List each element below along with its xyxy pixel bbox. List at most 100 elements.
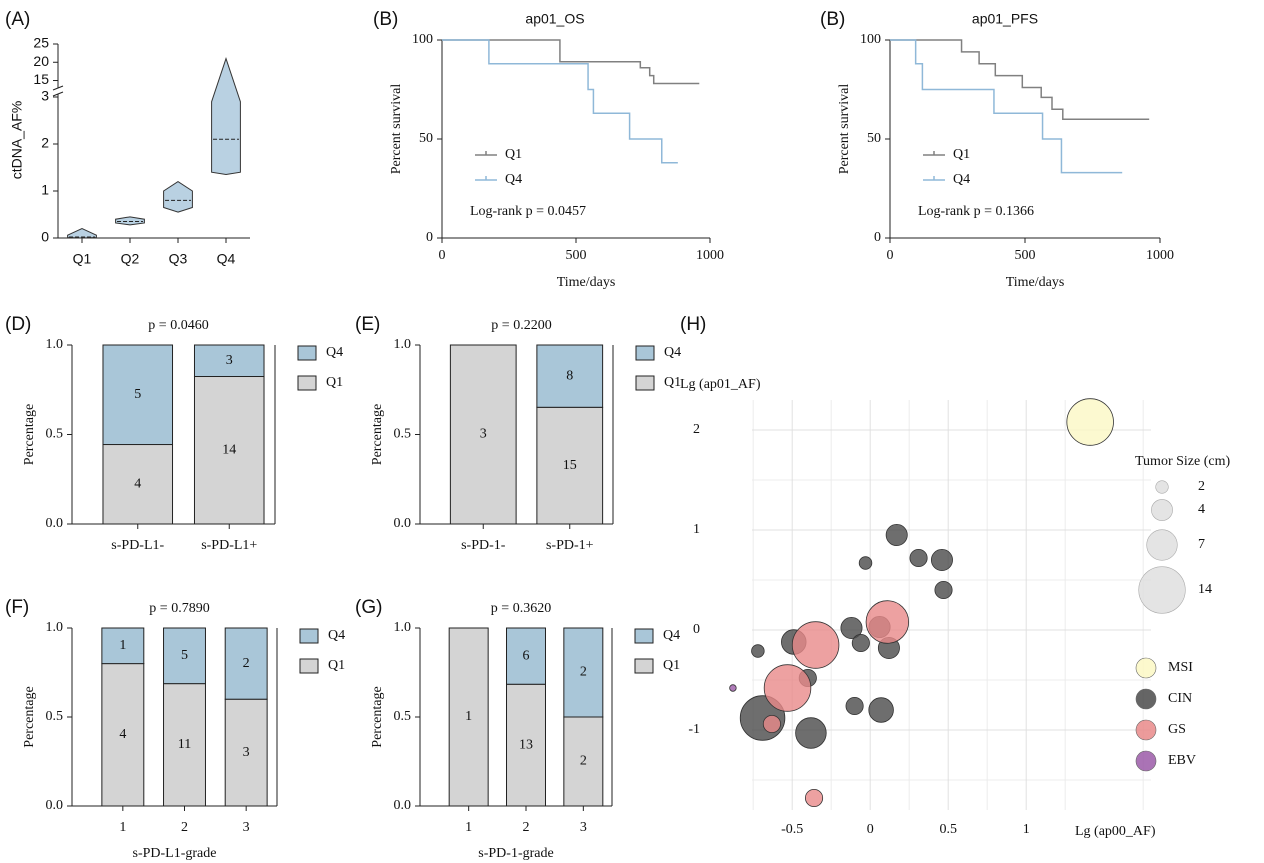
size-legend-circle <box>1138 566 1186 614</box>
bar-count-label: 3 <box>226 353 233 368</box>
survival-curve <box>442 39 700 85</box>
legend-swatch <box>1135 657 1157 679</box>
panel-label: (B) <box>820 9 845 30</box>
panel-label: (D) <box>5 314 31 335</box>
y-tick-label: 1.0 <box>394 337 412 352</box>
y-tick-label: 1.0 <box>46 620 64 635</box>
bubble <box>865 600 910 644</box>
x-tick-label: 2 <box>523 820 530 835</box>
bubble <box>930 549 953 572</box>
size-legend-circle <box>1151 499 1173 521</box>
bar-count-label: 6 <box>523 648 530 663</box>
legend-label: Q1 <box>953 147 970 162</box>
panel-label: (F) <box>5 597 29 618</box>
y-tick-label: 0.0 <box>46 516 64 531</box>
x-tick-label: Q4 <box>217 251 236 267</box>
y-tick-label: 0.0 <box>46 798 64 813</box>
x-tick-label: s-PD-1+ <box>546 538 594 553</box>
bubble <box>885 524 908 547</box>
bubble <box>763 664 812 712</box>
x-axis-label: s-PD-1-grade <box>478 846 553 861</box>
chart-title: p = 0.3620 <box>491 601 551 616</box>
x-axis-label: Lg (ap00_AF) <box>1075 824 1156 839</box>
legend-label: GS <box>1168 722 1186 737</box>
size-legend-title: Tumor Size (cm) <box>1135 454 1230 469</box>
y-tick-label: 0.5 <box>46 427 64 442</box>
x-tick-label: 3 <box>580 820 587 835</box>
legend-swatch <box>1135 719 1157 741</box>
bar-count-label: 5 <box>181 648 188 663</box>
panel-label: (A) <box>5 9 30 30</box>
bar-segment <box>102 444 174 525</box>
chart-title: p = 0.7890 <box>149 601 209 616</box>
y-tick-label: 0.0 <box>394 516 412 531</box>
bar-segment <box>563 716 604 807</box>
y-tick-label: 1.0 <box>46 337 64 352</box>
y-tick-label: 1 <box>41 182 49 198</box>
bubble <box>840 617 863 640</box>
x-tick-label: s-PD-L1- <box>111 538 164 553</box>
legend-label: MSI <box>1168 660 1193 675</box>
x-tick-label: 1000 <box>1146 248 1174 263</box>
chart-title: p = 0.2200 <box>491 318 551 333</box>
legend-swatch <box>635 345 655 361</box>
x-tick-label: 500 <box>1015 248 1036 263</box>
legend-swatch <box>634 628 654 644</box>
legend-label: Q1 <box>505 147 522 162</box>
violin <box>115 216 145 226</box>
bubble <box>791 621 840 669</box>
survival-curve <box>890 39 1150 120</box>
bubble <box>845 696 864 716</box>
bar-count-label: 2 <box>580 754 587 769</box>
bar-count-label: 4 <box>119 727 126 742</box>
bar-segment <box>449 344 517 525</box>
y-axis-label: Percent survival <box>389 84 404 175</box>
bubble <box>751 644 765 658</box>
violin <box>163 181 193 213</box>
panel-label: (H) <box>680 314 706 335</box>
legend-label: CIN <box>1168 691 1192 706</box>
legend-swatch <box>299 628 319 644</box>
legend-label: Q4 <box>505 172 522 187</box>
x-tick-label: Q3 <box>169 251 188 267</box>
y-tick-label: 50 <box>867 131 881 146</box>
bubble <box>804 788 824 808</box>
bar-count-label: 2 <box>580 665 587 680</box>
annotation: Log-rank p = 0.0457 <box>470 204 586 219</box>
bubble <box>1066 398 1114 446</box>
survival-curve <box>890 39 1123 174</box>
legend-label: Q4 <box>953 172 970 187</box>
x-tick-label: 0.5 <box>939 822 957 837</box>
panel-label: (E) <box>355 314 380 335</box>
y-tick-label: 0.5 <box>394 709 412 724</box>
legend-swatch <box>297 345 317 361</box>
bar-segment <box>224 627 268 700</box>
x-tick-label: 1 <box>465 820 472 835</box>
bar-count-label: 5 <box>134 387 141 402</box>
chart-title: ap01_PFS <box>972 11 1038 27</box>
legend-label: Q4 <box>664 345 681 360</box>
y-tick-label: 50 <box>419 131 433 146</box>
y-tick-label: 3 <box>41 88 49 104</box>
x-axis-label: Time/days <box>1006 275 1065 290</box>
bar-segment <box>448 627 489 807</box>
y-axis-label: Percentage <box>22 404 37 465</box>
y-tick-label: 20 <box>33 53 49 69</box>
y-tick-label: 100 <box>860 32 881 47</box>
x-tick-label: 2 <box>181 820 188 835</box>
bar-count-label: 14 <box>222 442 236 457</box>
x-tick-label: 500 <box>566 248 587 263</box>
chart-title: p = 0.0460 <box>148 318 208 333</box>
bar-segment <box>224 698 268 807</box>
bar-count-label: 3 <box>480 427 487 442</box>
y-tick-label: 2 <box>41 135 49 151</box>
y-tick-label: 0.5 <box>394 427 412 442</box>
y-tick-label: 15 <box>33 71 49 87</box>
bar-segment <box>536 406 604 525</box>
bubble <box>729 684 737 692</box>
y-axis-label: Percent survival <box>837 84 852 175</box>
y-axis-label: Lg (ap01_AF) <box>680 377 761 392</box>
legend-swatch <box>297 375 317 391</box>
y-tick-label: 0 <box>874 230 881 245</box>
